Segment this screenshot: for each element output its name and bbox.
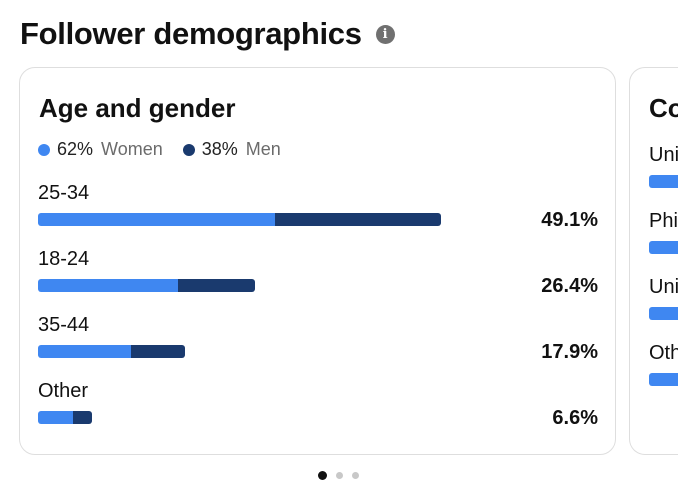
- women-bar-segment: [38, 279, 179, 292]
- header: Follower demographics i: [20, 16, 395, 52]
- next-card-row-label: Phi: [649, 210, 678, 232]
- next-card[interactable]: Co Uni Phi Uni Oth: [629, 67, 678, 455]
- next-card-bar: [649, 241, 678, 254]
- next-card-row: Oth: [649, 342, 678, 386]
- stacked-bar: [38, 411, 92, 424]
- men-bar-segment: [178, 279, 255, 292]
- men-bar-segment: [131, 345, 185, 358]
- pagination-dots: [318, 471, 368, 480]
- next-card-bar: [649, 373, 678, 386]
- next-card-row-label: Uni: [649, 144, 678, 166]
- age-label: 25-34: [38, 182, 90, 204]
- women-bar-segment: [38, 345, 132, 358]
- men-dot-icon: [182, 143, 195, 156]
- age-label: 35-44: [38, 314, 90, 336]
- pagination-dot[interactable]: [352, 472, 359, 479]
- women-bar-segment: [38, 213, 275, 226]
- age-percent: 49.1%: [541, 209, 598, 231]
- next-card-bar: [649, 175, 678, 188]
- legend-men-label: Men: [245, 139, 281, 159]
- next-card-row: Phi: [649, 210, 678, 254]
- age-label: Other: [38, 380, 89, 402]
- pagination-dot[interactable]: [318, 471, 327, 480]
- pagination-dot[interactable]: [336, 472, 343, 479]
- age-label: 18-24: [38, 248, 90, 270]
- next-card-title: Co: [649, 93, 678, 123]
- card-title: Age and gender: [39, 93, 236, 123]
- next-card-row: Uni: [649, 144, 678, 188]
- next-card-row-label: Uni: [649, 276, 678, 298]
- legend: 62% Women 38% Men: [38, 139, 301, 160]
- women-dot-icon: [38, 143, 50, 156]
- next-card-row-label: Oth: [649, 342, 678, 364]
- men-bar-segment: [72, 411, 92, 424]
- age-gender-card: Age and gender 62% Women 38% Men 25-34 4…: [19, 67, 616, 455]
- legend-women-percent: 62%: [57, 139, 94, 159]
- legend-women-label: Women: [101, 139, 163, 159]
- age-percent: 6.6%: [552, 407, 598, 429]
- legend-women: 62% Women: [38, 139, 163, 160]
- stacked-bar: [38, 345, 185, 358]
- age-percent: 26.4%: [541, 275, 598, 297]
- stacked-bar: [38, 213, 441, 226]
- legend-men-percent: 38%: [201, 139, 238, 159]
- page-title: Follower demographics: [20, 16, 362, 51]
- next-card-bar: [649, 307, 678, 320]
- info-icon[interactable]: i: [375, 24, 395, 44]
- stacked-bar: [38, 279, 255, 292]
- age-percent: 17.9%: [541, 341, 598, 363]
- next-card-row: Uni: [649, 276, 678, 320]
- men-bar-segment: [274, 213, 441, 226]
- legend-men: 38% Men: [182, 139, 281, 160]
- women-bar-segment: [38, 411, 73, 424]
